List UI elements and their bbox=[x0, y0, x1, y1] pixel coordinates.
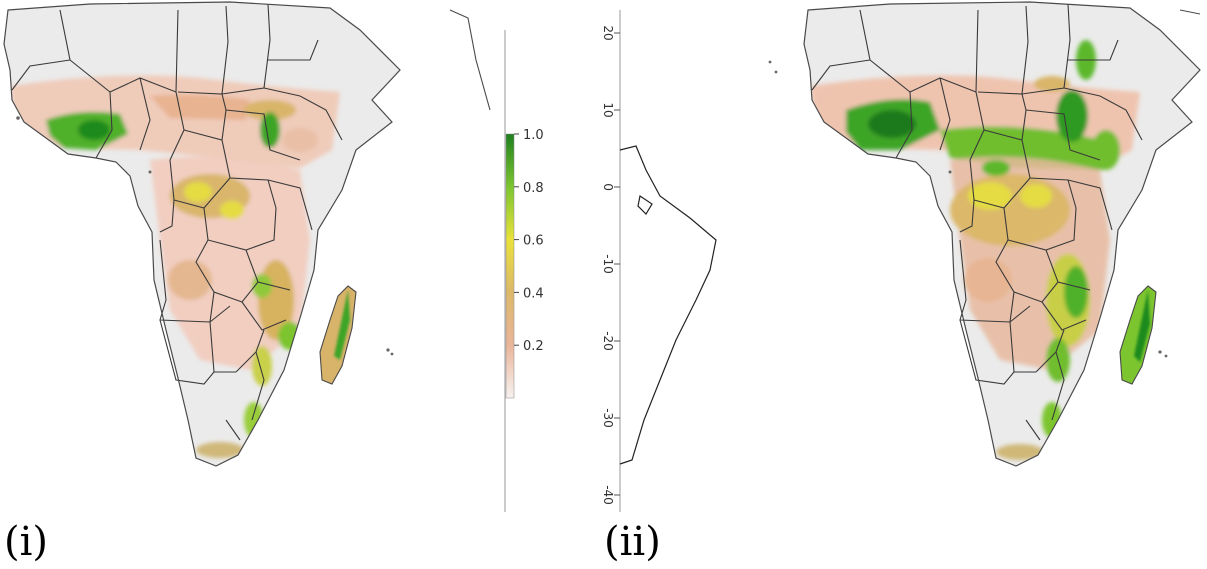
island-dot bbox=[774, 70, 778, 74]
arabia-coast-ii bbox=[1179, 9, 1201, 15]
madagascar bbox=[319, 285, 357, 385]
island-dot bbox=[386, 348, 390, 352]
colorbar-tick-label: 1.0 bbox=[523, 128, 544, 143]
colorbar-legend: 1.0 0.8 0.6 0.4 0.2 bbox=[504, 30, 544, 512]
suitability-heatmap bbox=[10, 75, 340, 458]
latitude-tick-label: -40 bbox=[601, 485, 615, 505]
colorbar-tick-label: 0.4 bbox=[523, 286, 544, 301]
island-dot bbox=[16, 116, 20, 120]
island-dot bbox=[768, 60, 772, 64]
map-panel-ii: 20 10 0 -10 -20 -30 -40 bbox=[601, 1, 1201, 512]
island-dot bbox=[148, 170, 152, 174]
colorbar-tick-label: 0.6 bbox=[523, 234, 544, 249]
africa-map-ii bbox=[803, 1, 1201, 467]
map-panel-i bbox=[3, 1, 491, 467]
latitude-tick-label: 10 bbox=[601, 102, 615, 117]
colorbar-tick-label: 0.8 bbox=[523, 181, 544, 196]
latitude-tick-label: -10 bbox=[601, 254, 615, 274]
island-dot bbox=[390, 352, 394, 356]
latitude-tick-label: -30 bbox=[601, 408, 615, 428]
latitude-tick-label: -20 bbox=[601, 331, 615, 351]
panel-label-i: (i) bbox=[4, 519, 49, 565]
arabia-coast bbox=[449, 9, 491, 111]
river-delta bbox=[637, 195, 653, 215]
colorbar bbox=[505, 133, 515, 399]
latitude-tick-label: 0 bbox=[601, 183, 615, 191]
latitude-tick-label: 20 bbox=[601, 25, 615, 40]
south-america-outline bbox=[619, 145, 717, 465]
panel-label-ii: (ii) bbox=[604, 519, 661, 565]
colorbar-tick-label: 0.2 bbox=[523, 339, 544, 354]
